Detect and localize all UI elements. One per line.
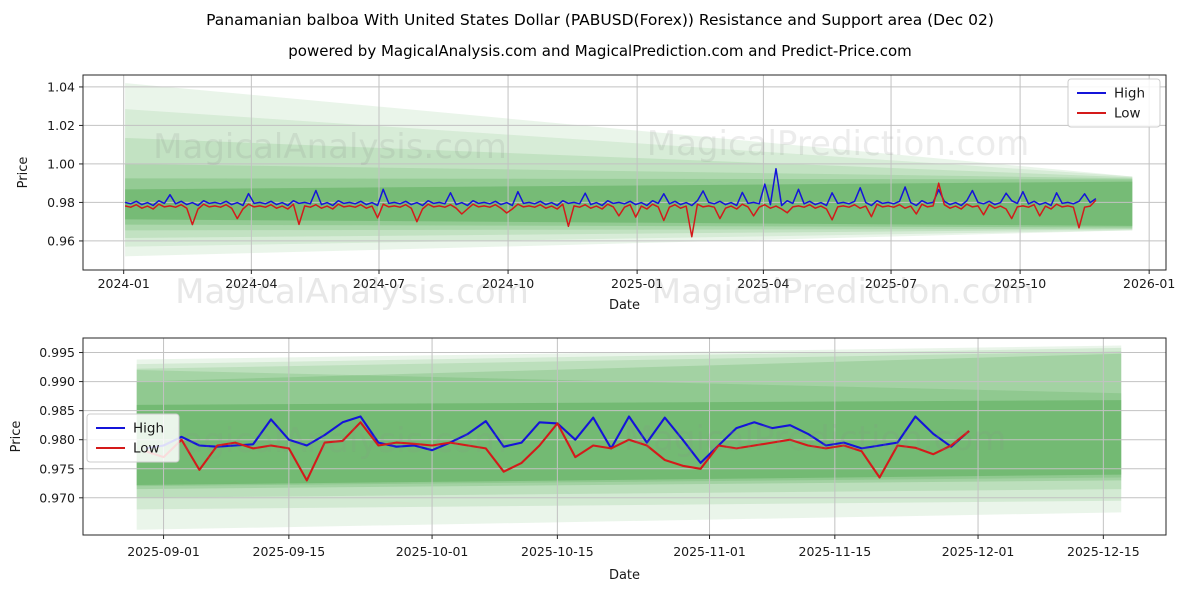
watermark-text: MagicalPrediction.com — [624, 419, 1007, 459]
watermark-text: MagicalAnalysis.com — [175, 272, 529, 312]
x-tick-label: 2025-09-01 — [127, 544, 200, 559]
x-tick-label: 2025-04 — [737, 276, 789, 291]
legend: High Low — [1067, 78, 1161, 128]
x-tick-label: 2026-01 — [1123, 276, 1175, 291]
chart-watermark-subtitle: powered by MagicalAnalysis.com and Magic… — [288, 42, 912, 60]
x-tick-label: 2025-10-15 — [521, 544, 594, 559]
legend: High Low — [86, 413, 180, 463]
support-resistance-bands — [125, 83, 1133, 257]
band-layer — [136, 353, 1122, 490]
x-tick-label: 2024-01 — [98, 276, 150, 291]
watermark-text: MagicalPrediction.com — [647, 124, 1030, 164]
band-layer — [136, 400, 1122, 486]
bottom-subplot: 2025-09-01 2025-09-15 2025-10-01 2025-10-15… — [9, 337, 1167, 583]
band-layer — [136, 369, 1122, 487]
x-tick-label: 2025-12-15 — [1067, 544, 1140, 559]
y-tick-label: 0.985 — [39, 403, 75, 418]
band-layer — [125, 83, 1133, 257]
axis-ticks: 2025-09-01 2025-09-15 2025-10-01 2025-10-15… — [39, 345, 1139, 559]
watermark-text: MagicalAnalysis.com — [153, 127, 507, 167]
band-layer — [136, 345, 1122, 530]
legend-box — [1067, 78, 1161, 128]
y-tick-label: 0.975 — [39, 461, 75, 476]
x-axis-label: Date — [609, 568, 640, 583]
legend-label-low: Low — [133, 441, 160, 457]
plot-frame — [82, 74, 1167, 271]
x-tick-label: 2025-07 — [865, 276, 917, 291]
y-tick-label: 0.995 — [39, 345, 75, 360]
x-tick-label: 2025-11-15 — [799, 544, 872, 559]
support-resistance-bands — [136, 345, 1122, 530]
y-tick-label: 0.980 — [39, 432, 75, 447]
legend-label-high: High — [133, 421, 164, 437]
y-tick-label: 0.970 — [39, 490, 75, 505]
band-layer — [125, 109, 1133, 247]
low-line — [145, 421, 970, 482]
legend-box — [86, 413, 180, 463]
x-tick-label: 2025-11-01 — [673, 544, 746, 559]
band-layer — [125, 163, 1133, 231]
low-line — [124, 182, 1097, 238]
y-tick-label: 0.990 — [39, 374, 75, 389]
y-tick-label: 1.04 — [47, 79, 75, 94]
y-axis-label: Price — [16, 157, 31, 189]
y-tick-label: 1.02 — [47, 118, 75, 133]
legend-label-low: Low — [1114, 106, 1141, 122]
x-axis-label: Date — [609, 298, 640, 313]
y-tick-label: 0.96 — [47, 233, 75, 248]
plot-frame — [82, 337, 1167, 536]
x-tick-label: 2025-10-01 — [396, 544, 469, 559]
x-tick-label: 2025-09-15 — [253, 544, 326, 559]
x-tick-label: 2025-10 — [994, 276, 1046, 291]
watermark-text: MagicalPrediction.com — [652, 272, 1035, 312]
band-layer — [125, 137, 1133, 239]
x-tick-label: 2025-01 — [611, 276, 663, 291]
chart-title: Panamanian balboa With United States Dol… — [206, 11, 994, 29]
grid — [83, 338, 1166, 535]
band-layer — [136, 351, 1122, 498]
y-tick-label: 1.00 — [47, 156, 75, 171]
top-subplot: 2024-01 2024-04 2024-07 2024-10 2025-01 2025-… — [16, 74, 1175, 313]
x-tick-label: 2025-12-01 — [942, 544, 1015, 559]
watermark-text: MagicalAnalysis.com — [153, 421, 507, 461]
legend-label-high: High — [1114, 86, 1145, 102]
axis-ticks: 2024-01 2024-04 2024-07 2024-10 2025-01 2025-… — [47, 79, 1175, 291]
y-tick-label: 0.98 — [47, 195, 75, 210]
x-tick-label: 2024-04 — [225, 276, 277, 291]
x-tick-label: 2024-07 — [353, 276, 405, 291]
x-tick-label: 2024-10 — [482, 276, 534, 291]
y-axis-label: Price — [9, 421, 24, 453]
